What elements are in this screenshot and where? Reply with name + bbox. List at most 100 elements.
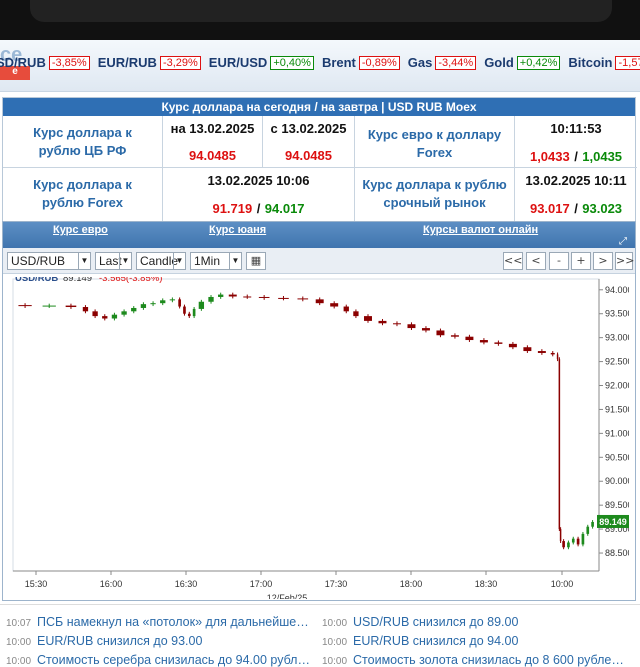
link-yuan[interactable]: Курс юаня bbox=[209, 224, 267, 236]
eur-forex-label-cell: Курс евро к доллару Forex bbox=[355, 116, 515, 168]
expand-icon[interactable]: ⤢ bbox=[619, 236, 627, 247]
last-price-label: 89.149 bbox=[599, 517, 627, 527]
candle bbox=[258, 296, 270, 298]
news-item[interactable]: 10:00 USD/RUB снизился до 89.00 bbox=[322, 615, 519, 629]
news-item[interactable]: 10:00 Стоимость серебра снизилась до 94.0… bbox=[6, 653, 310, 667]
ticker-change: -3,85% bbox=[48, 55, 90, 70]
chart-toolbar: USD/RUB ▼ Last ▼ Candle ▼ 1Min ▼ ▦ << < - + … bbox=[3, 248, 635, 274]
news-item[interactable]: 10:07 ПСБ намекнул на «потолок» для дальн… bbox=[6, 615, 309, 629]
rates-grid: Курс доллара к рублю ЦБ РФ на 13.02.2025… bbox=[3, 116, 637, 222]
notch bbox=[30, 0, 612, 22]
candle bbox=[297, 298, 309, 300]
futures-ask: 93.023 bbox=[582, 201, 623, 216]
candle bbox=[228, 294, 237, 297]
news-item[interactable]: 10:00 EUR/RUB снизился до 93.00 bbox=[6, 634, 203, 648]
ticker-symbol: SD/RUB bbox=[0, 55, 46, 70]
date-label: 12/Feb/25 bbox=[267, 593, 308, 599]
symbol-select[interactable]: USD/RUB ▼ bbox=[7, 252, 91, 270]
ticker-item[interactable]: Gas -3,44% bbox=[408, 55, 477, 70]
ticker-change: -3,29% bbox=[159, 55, 201, 70]
futures-label[interactable]: Курс доллара к рублю срочный рынок bbox=[362, 177, 507, 210]
candle bbox=[436, 330, 445, 336]
scroll-end-button[interactable]: >> bbox=[615, 252, 634, 270]
ticker-symbol: EUR/RUB bbox=[97, 55, 157, 70]
ticker-symbol: EUR/USD bbox=[208, 55, 268, 70]
candle bbox=[192, 308, 196, 317]
zoom-out-button[interactable]: - bbox=[549, 252, 569, 270]
forex-ask: 94.017 bbox=[264, 201, 305, 216]
candle bbox=[82, 307, 89, 312]
candle bbox=[479, 340, 488, 343]
futures-bid: 93.017 bbox=[529, 201, 570, 216]
cbr-col1-head: на 13.02.2025 bbox=[170, 121, 255, 136]
chevron-down-icon: ▼ bbox=[78, 253, 90, 269]
eur-forex-label[interactable]: Курс евро к доллару Forex bbox=[367, 127, 502, 160]
candle bbox=[160, 300, 166, 304]
zoom-in-button[interactable]: + bbox=[571, 252, 591, 270]
news-item[interactable]: 10:00 EUR/RUB снизился до 94.00 bbox=[322, 634, 519, 648]
cbr-label[interactable]: Курс доллара к рублю ЦБ РФ bbox=[33, 125, 132, 158]
candle bbox=[591, 521, 594, 527]
link-online-rates[interactable]: Курсы валют онлайн bbox=[423, 224, 539, 236]
x-tick-label: 10:00 bbox=[551, 579, 574, 589]
y-tick-label: 93.000 bbox=[605, 333, 629, 343]
chart-links-bar: Курс евро Курс юаня Курсы валют онлайн ⤢ bbox=[3, 222, 635, 248]
candle bbox=[183, 306, 186, 314]
ticker-change: -0,89% bbox=[358, 55, 400, 70]
candle bbox=[407, 324, 416, 329]
ticker-item[interactable]: EUR/RUB -3,29% bbox=[98, 55, 201, 70]
forex-label[interactable]: Курс доллара к рублю Forex bbox=[33, 177, 132, 210]
phone-status-area bbox=[0, 0, 640, 40]
interval-select[interactable]: 1Min ▼ bbox=[190, 252, 242, 270]
link-euro[interactable]: Курс евро bbox=[53, 224, 108, 236]
scroll-right-button[interactable]: > bbox=[593, 252, 613, 270]
candle bbox=[562, 541, 565, 548]
candle bbox=[465, 336, 474, 341]
y-tick-label: 94.000 bbox=[605, 285, 629, 295]
plot-area bbox=[12, 278, 600, 572]
candle bbox=[131, 307, 137, 312]
eur-forex-ask: 1,0435 bbox=[582, 149, 623, 164]
news-item[interactable]: 10:00 Стоимость золота снизилась до 8 600… bbox=[322, 653, 624, 667]
scroll-left-button[interactable]: < bbox=[526, 252, 546, 270]
eur-forex-values: 10:11:53 1,0433 / 1,0435 bbox=[515, 116, 637, 168]
ticker-item[interactable]: SD/RUB -3,85% bbox=[0, 55, 90, 70]
ticker-item[interactable]: EUR/USD +0,40% bbox=[209, 55, 314, 70]
chart-type-select[interactable]: Candle ▼ bbox=[136, 252, 186, 270]
candle bbox=[550, 352, 555, 355]
x-tick-label: 18:30 bbox=[475, 579, 498, 589]
site-logo[interactable]: ce bbox=[0, 44, 23, 66]
candle bbox=[576, 538, 580, 545]
candle bbox=[150, 303, 156, 305]
candle bbox=[556, 354, 559, 360]
cbr-col1-value: 94.0485 bbox=[189, 148, 236, 163]
y-tick-label: 91.000 bbox=[605, 428, 629, 438]
ticker-item[interactable]: Brent -0,89% bbox=[322, 55, 400, 70]
candle bbox=[42, 305, 56, 307]
cbr-label-cell: Курс доллара к рублю ЦБ РФ bbox=[3, 116, 163, 168]
candle bbox=[140, 304, 147, 308]
chevron-down-icon: ▼ bbox=[173, 253, 185, 269]
cbr-col1: на 13.02.2025 94.0485 bbox=[163, 116, 263, 168]
candle bbox=[494, 342, 503, 344]
ticker-bar: ce e SD/RUB -3,85% EUR/RUB -3,29% EUR/USD +0,… bbox=[0, 40, 640, 92]
cbr-col2: с 13.02.2025 94.0485 bbox=[263, 116, 355, 168]
y-tick-label: 89.000 bbox=[605, 524, 629, 534]
futures-time: 13.02.2025 10:11 bbox=[525, 173, 627, 188]
ticker-item[interactable]: Gold +0,42% bbox=[484, 55, 561, 70]
candle bbox=[102, 316, 108, 319]
table-view-icon[interactable]: ▦ bbox=[246, 252, 266, 270]
candle bbox=[537, 351, 546, 353]
candle bbox=[559, 529, 562, 542]
chart-last-value: 89.149 bbox=[63, 277, 92, 284]
candle bbox=[523, 347, 532, 352]
candle bbox=[218, 294, 224, 297]
x-tick-label: 18:00 bbox=[400, 579, 423, 589]
ticker-item[interactable]: Bitcoin-1,57% bbox=[568, 55, 640, 70]
candle bbox=[392, 323, 401, 325]
price-chart[interactable]: 94.000 93.500 93.000 92.500 92.000 91.500 91.0… bbox=[9, 277, 629, 599]
eur-forex-bid: 1,0433 bbox=[529, 149, 570, 164]
price-type-select[interactable]: Last ▼ bbox=[95, 252, 132, 270]
site-logo-badge: e bbox=[0, 66, 30, 80]
scroll-start-button[interactable]: << bbox=[503, 252, 523, 270]
